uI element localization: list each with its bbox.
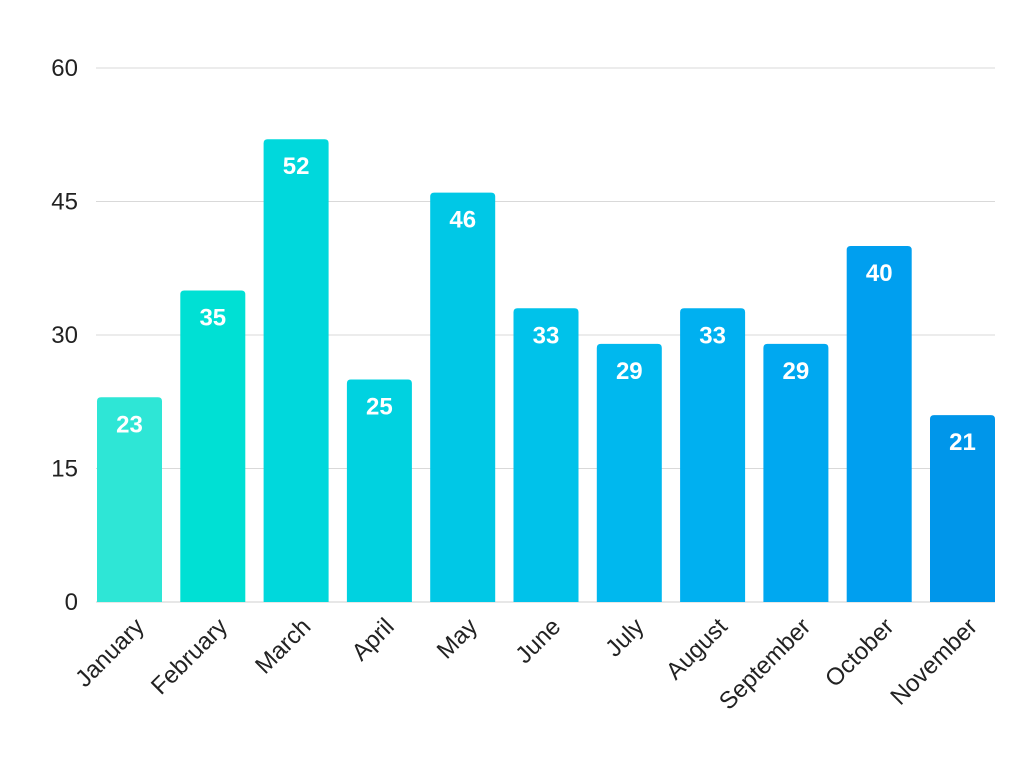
data-label: 25 bbox=[366, 394, 393, 421]
y-tick-label: 30 bbox=[51, 322, 78, 349]
value-labels: 23 35 52 25 46 33 29 33 29 40 21 bbox=[116, 153, 976, 456]
bar-march bbox=[263, 139, 329, 602]
x-tick-label-november: November bbox=[885, 613, 982, 710]
bar-april bbox=[346, 379, 412, 602]
data-label: 33 bbox=[699, 322, 726, 349]
bar-february bbox=[180, 290, 246, 602]
bar-november bbox=[930, 415, 995, 602]
x-tick-label-march: March bbox=[250, 613, 316, 679]
bar-july bbox=[596, 343, 662, 602]
x-tick-label-february: February bbox=[146, 613, 233, 700]
bar-may bbox=[430, 192, 496, 602]
y-tick-label: 0 bbox=[65, 589, 78, 616]
y-tick-label: 15 bbox=[51, 456, 78, 483]
data-label: 46 bbox=[449, 207, 476, 234]
x-tick-label-september: September bbox=[714, 613, 816, 715]
data-label: 29 bbox=[616, 358, 643, 385]
data-label: 33 bbox=[533, 322, 560, 349]
data-label: 52 bbox=[283, 153, 310, 180]
data-label: 23 bbox=[116, 411, 143, 438]
bar-september bbox=[763, 343, 829, 602]
y-tick-label: 60 bbox=[51, 55, 78, 82]
x-tick-label-april: April bbox=[347, 613, 400, 666]
x-tick-label-october: October bbox=[820, 613, 899, 692]
bar-january bbox=[97, 397, 162, 602]
data-label: 29 bbox=[783, 358, 810, 385]
x-tick-label-july: July bbox=[600, 613, 649, 662]
data-label: 40 bbox=[866, 260, 893, 287]
bars bbox=[97, 139, 995, 602]
x-tick-label-january: January bbox=[70, 613, 149, 692]
data-label: 21 bbox=[949, 429, 976, 456]
data-label: 35 bbox=[199, 305, 226, 332]
bar-october bbox=[846, 246, 912, 602]
x-tick-label-august: August bbox=[661, 613, 733, 685]
y-tick-label: 45 bbox=[51, 189, 78, 216]
x-tick-label-june: June bbox=[510, 613, 566, 669]
bar-june bbox=[513, 308, 579, 602]
y-axis-ticks: 0 15 30 45 60 bbox=[51, 55, 78, 616]
bar-august bbox=[680, 308, 746, 602]
x-tick-label-may: May bbox=[432, 613, 483, 664]
